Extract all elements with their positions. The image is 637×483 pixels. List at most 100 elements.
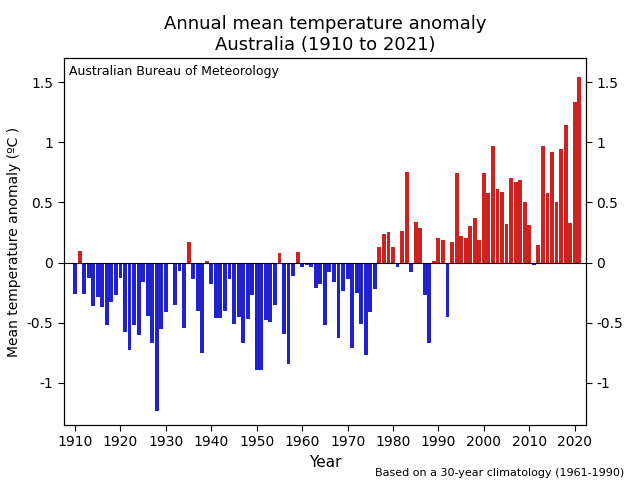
Bar [123, 263, 127, 332]
Bar [500, 192, 504, 263]
Bar [432, 261, 436, 263]
Text: Based on a 30-year climatology (1961-1990): Based on a 30-year climatology (1961-199… [375, 468, 624, 478]
Bar [373, 263, 376, 289]
Bar [368, 263, 372, 312]
Bar [564, 126, 568, 263]
Bar [218, 263, 222, 318]
Bar [332, 263, 336, 282]
Bar [141, 263, 145, 282]
Bar [146, 263, 150, 315]
Bar [527, 225, 531, 263]
Bar [73, 263, 77, 294]
Bar [419, 227, 422, 263]
Bar [150, 263, 154, 343]
Bar [323, 263, 327, 325]
Bar [268, 263, 272, 322]
Bar [487, 193, 490, 263]
Bar [568, 223, 572, 263]
Bar [355, 263, 359, 293]
Bar [346, 263, 350, 279]
Bar [477, 240, 481, 263]
Bar [205, 261, 209, 263]
Bar [96, 263, 100, 298]
Bar [264, 263, 268, 320]
Bar [378, 247, 382, 263]
Bar [101, 263, 104, 307]
Bar [87, 263, 90, 278]
Bar [327, 263, 331, 272]
Bar [513, 182, 518, 263]
Bar [227, 263, 231, 279]
Bar [236, 263, 241, 317]
Bar [336, 263, 340, 339]
Bar [78, 251, 82, 263]
Bar [496, 189, 499, 263]
Bar [341, 263, 345, 291]
Bar [400, 231, 404, 263]
Bar [509, 178, 513, 263]
Bar [310, 263, 313, 268]
Bar [178, 263, 182, 271]
Bar [550, 152, 554, 263]
Text: Australian Bureau of Meteorology: Australian Bureau of Meteorology [69, 65, 279, 78]
Bar [404, 172, 408, 263]
Bar [350, 263, 354, 348]
Bar [118, 263, 122, 278]
Bar [241, 263, 245, 343]
Bar [114, 263, 118, 295]
Bar [491, 146, 495, 263]
Bar [459, 236, 463, 263]
Bar [105, 263, 109, 325]
Bar [455, 173, 459, 263]
Bar [359, 263, 363, 324]
Bar [127, 263, 131, 351]
Bar [364, 263, 368, 355]
Bar [427, 263, 431, 343]
Bar [291, 263, 295, 276]
Bar [505, 224, 508, 263]
Bar [250, 263, 254, 295]
Bar [523, 202, 527, 263]
Bar [482, 173, 486, 263]
Bar [273, 263, 277, 305]
Bar [187, 242, 190, 263]
Bar [200, 263, 204, 353]
Bar [445, 263, 450, 317]
Bar [536, 244, 540, 263]
Bar [169, 263, 173, 264]
Bar [450, 242, 454, 263]
Bar [246, 263, 250, 319]
Bar [132, 263, 136, 325]
Bar [387, 232, 390, 263]
Bar [519, 180, 522, 263]
Bar [137, 263, 141, 335]
Bar [555, 202, 559, 263]
Bar [468, 227, 472, 263]
Bar [164, 263, 168, 312]
Bar [287, 263, 290, 364]
Bar [259, 263, 263, 369]
Bar [573, 102, 576, 263]
Bar [473, 218, 476, 263]
Bar [423, 263, 427, 295]
Bar [159, 263, 163, 329]
Bar [223, 263, 227, 311]
Bar [232, 263, 236, 324]
Bar [210, 263, 213, 284]
Bar [396, 263, 399, 268]
Bar [255, 263, 259, 369]
Bar [414, 222, 418, 263]
Bar [173, 263, 177, 305]
Bar [91, 263, 95, 306]
Bar [464, 239, 468, 263]
Bar [282, 263, 286, 334]
Title: Annual mean temperature anomaly
Australia (1910 to 2021): Annual mean temperature anomaly Australi… [164, 15, 486, 54]
Bar [304, 263, 309, 265]
Bar [541, 146, 545, 263]
Y-axis label: Mean temperature anomaly (ºC ): Mean temperature anomaly (ºC ) [7, 127, 21, 356]
Bar [532, 263, 536, 265]
Bar [577, 77, 581, 263]
Bar [382, 234, 386, 263]
Bar [82, 263, 86, 294]
Bar [545, 193, 549, 263]
